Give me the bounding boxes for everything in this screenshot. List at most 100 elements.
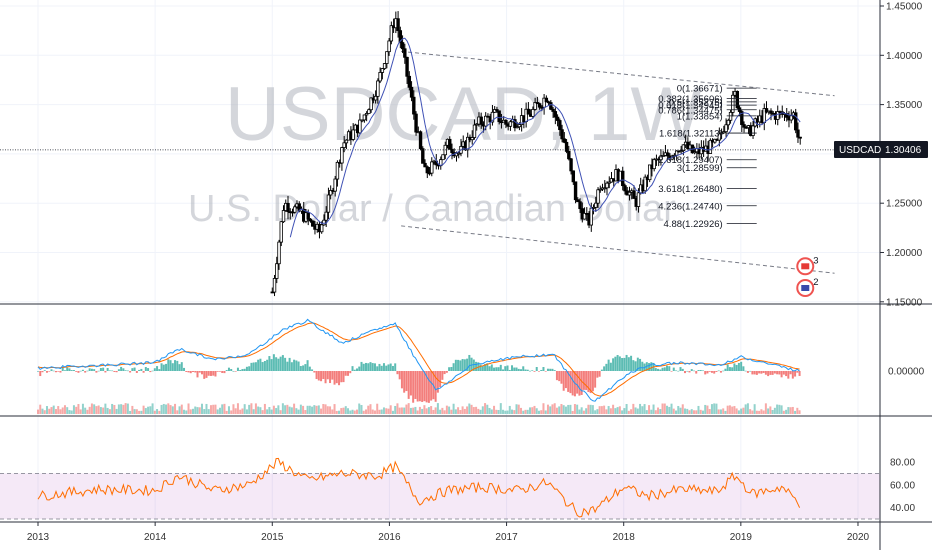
macd-pane: [37, 318, 801, 414]
macd-hist-bar: [443, 371, 446, 375]
volume-bar: [391, 410, 394, 414]
volume-bar: [214, 404, 217, 414]
candle-body: [382, 63, 387, 69]
volume-bar: [657, 407, 660, 414]
macd-hist-bar: [571, 371, 574, 396]
volume-bar: [600, 406, 603, 414]
volume-bar: [129, 410, 132, 414]
fib-label: 4.88(1.22926): [664, 219, 723, 230]
macd-hist-bar: [380, 365, 383, 371]
volume-bar: [567, 404, 570, 414]
volume-bar: [200, 403, 203, 414]
volume-bar: [97, 405, 100, 414]
volume-bar: [670, 403, 673, 414]
volume-bar: [84, 407, 87, 414]
macd-hist-bar: [279, 356, 282, 371]
volume-bar: [387, 408, 390, 414]
macd-hist-bar: [659, 369, 662, 371]
macd-hist-bar: [677, 370, 680, 372]
volume-bar: [295, 408, 298, 414]
macd-hist-bar: [457, 359, 460, 371]
macd-hist-bar: [364, 362, 367, 371]
macd-hist-bar: [634, 361, 637, 371]
volume-bar: [364, 409, 367, 414]
fib-label: 0(1.36671): [677, 84, 723, 95]
macd-hist-bar: [194, 371, 197, 373]
time-tick-label: 2019: [730, 532, 753, 543]
candle-body: [549, 102, 553, 110]
macd-hist-bar: [391, 365, 394, 371]
volume-bar: [490, 409, 493, 414]
volume-bar: [778, 404, 781, 414]
macd-hist-bar: [749, 370, 752, 372]
volume-bar: [268, 407, 271, 414]
event-markers[interactable]: 32: [796, 255, 819, 297]
candle-body: [740, 111, 744, 125]
macd-hist-bar: [798, 371, 801, 376]
volume-bar: [436, 403, 439, 414]
candle-body: [679, 150, 683, 152]
volume-bar: [531, 407, 534, 414]
price-tag-symbol: USDCAD: [839, 145, 881, 156]
macd-hist-bar: [342, 371, 345, 383]
volume-bar: [290, 407, 293, 414]
macd-hist-bar: [493, 367, 496, 371]
macd-hist-bar: [591, 371, 594, 392]
macd-hist-bar: [576, 371, 579, 394]
macd-hist-bar: [603, 366, 606, 371]
volume-bar: [306, 405, 309, 414]
candle-body: [643, 176, 647, 192]
macd-hist-bar: [582, 371, 585, 390]
candle-body: [362, 114, 367, 121]
macd-hist-bar: [724, 368, 727, 371]
macd-hist-bar: [149, 371, 152, 373]
volume-bar: [461, 406, 464, 414]
macd-hist-bar: [358, 366, 361, 371]
volume-bar: [791, 406, 794, 414]
candle-body: [281, 210, 286, 223]
volume-bar: [50, 407, 53, 414]
macd-hist-bar: [180, 362, 183, 371]
volume-bar: [216, 409, 219, 414]
macd-hist-bar: [585, 371, 588, 391]
macd-hist-bar: [722, 370, 725, 372]
macd-hist-bar: [205, 371, 208, 378]
candle-body: [279, 221, 283, 243]
macd-hist-bar: [400, 371, 403, 389]
macd-hist-bar: [59, 371, 62, 373]
macd-hist-bar: [515, 367, 518, 371]
macd-hist-bar: [531, 370, 534, 371]
macd-hist-bar: [156, 366, 159, 371]
volume-bar: [663, 403, 666, 414]
macd-hist-bar: [277, 358, 280, 371]
macd-hist-bar: [129, 371, 132, 373]
volume-bar: [286, 404, 289, 414]
macd-hist-bar: [290, 362, 293, 371]
macd-hist-bar: [81, 369, 84, 371]
volume-bar: [495, 409, 498, 414]
trend-channel[interactable]: [401, 50, 835, 274]
volume-bar: [142, 405, 145, 414]
macd-hist-bar: [250, 362, 253, 371]
candle-body: [342, 142, 346, 148]
volume-bar: [484, 403, 487, 414]
volume-bar: [39, 404, 42, 414]
volume-bar: [546, 404, 549, 414]
volume-bar: [576, 404, 579, 414]
volume-bar: [162, 403, 165, 414]
candle-body: [326, 194, 331, 213]
fibonacci-extension[interactable]: 0(1.36671)0.382(1.35606)0.5(1.35275)0.61…: [658, 84, 757, 231]
volume-bar: [192, 408, 195, 414]
candle-body: [596, 189, 600, 204]
macd-hist-bar: [302, 365, 305, 371]
macd-hist-bar: [135, 371, 138, 373]
volume-bar: [776, 404, 779, 414]
volume-bar: [221, 404, 224, 414]
volume-bar: [104, 403, 107, 414]
candle-body: [412, 96, 416, 115]
volume-bar: [443, 410, 446, 414]
volume-bar: [230, 410, 233, 414]
macd-hist-bar: [106, 367, 109, 371]
